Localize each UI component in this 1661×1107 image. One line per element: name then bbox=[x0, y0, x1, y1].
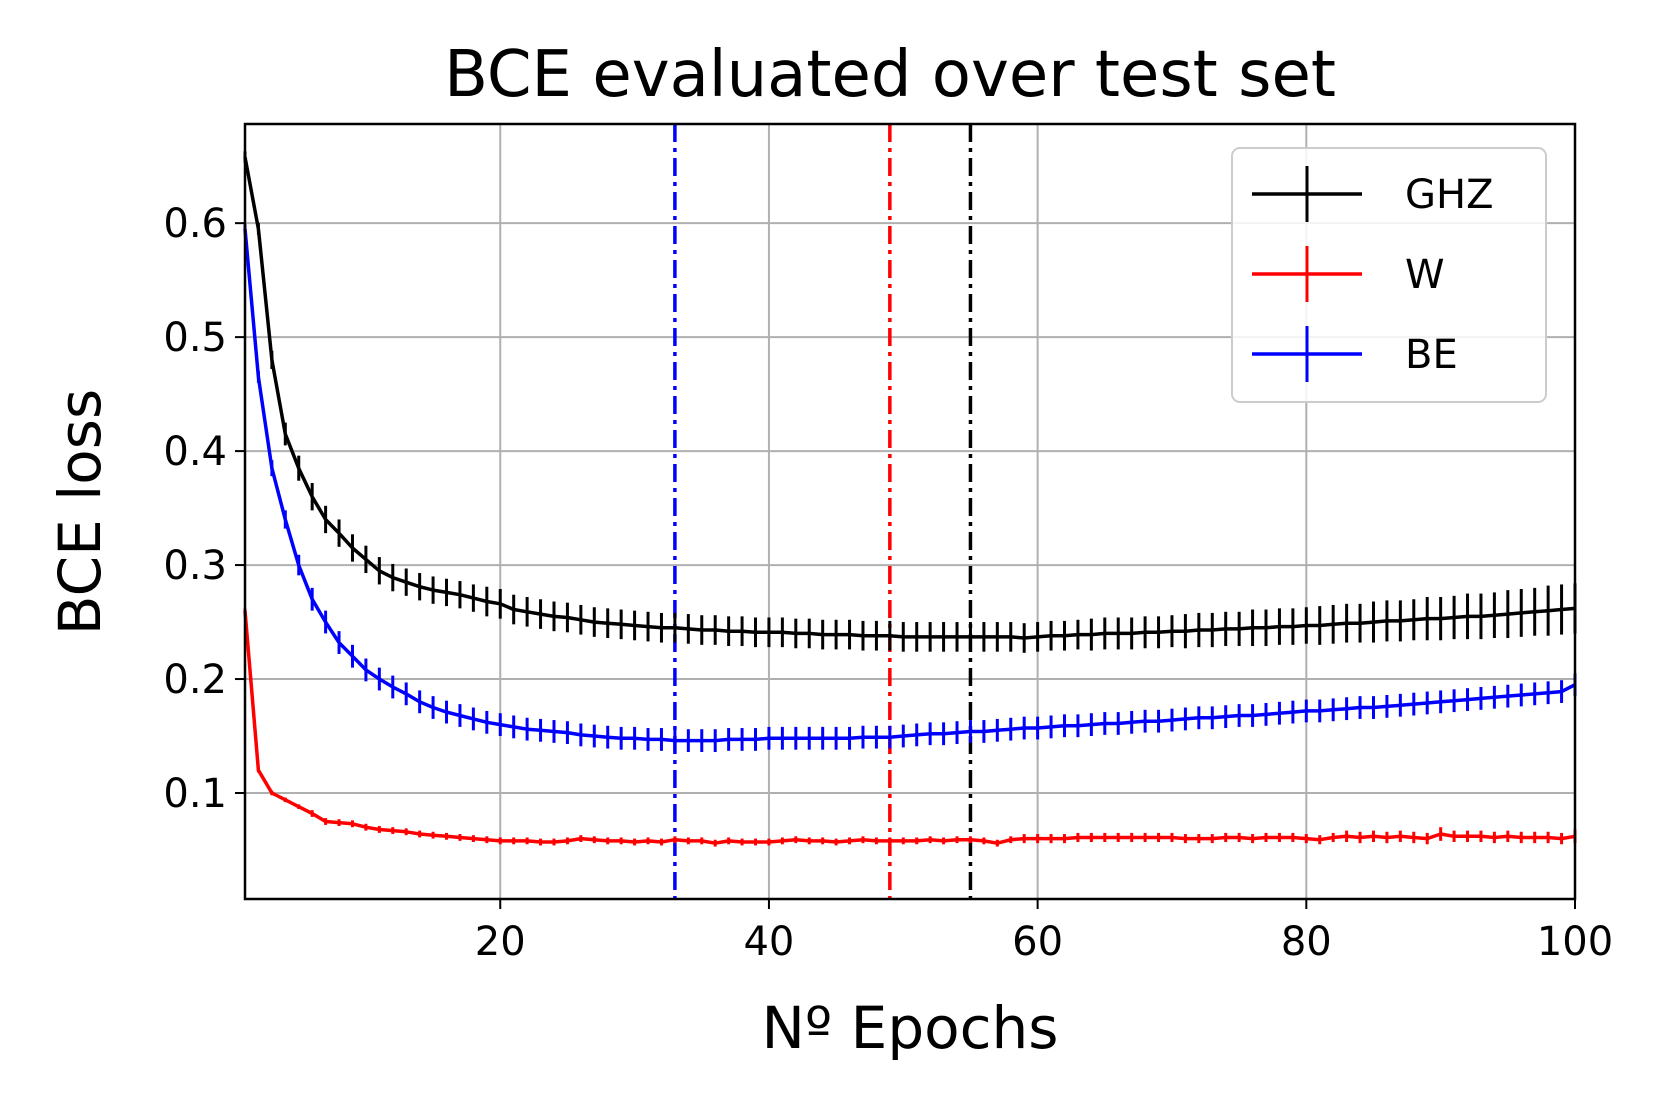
x-tick-label: 80 bbox=[1281, 919, 1332, 965]
series-layer bbox=[243, 151, 1577, 847]
x-tick-label: 20 bbox=[475, 919, 526, 965]
series-w bbox=[243, 608, 1577, 847]
x-axis-label: Nº Epochs bbox=[762, 994, 1059, 1062]
series-ghz bbox=[243, 151, 1577, 653]
y-tick-label: 0.1 bbox=[163, 771, 227, 817]
legend: GHZ W BE bbox=[1231, 147, 1547, 403]
legend-label: BE bbox=[1405, 332, 1458, 378]
y-tick-label: 0.3 bbox=[163, 543, 227, 589]
y-tick-label: 0.6 bbox=[163, 201, 227, 247]
axis-ticks: 20 40 60 80 100 0.1 0.2 0.3 0.4 0.5 0.6 bbox=[163, 201, 1613, 965]
vertical-markers bbox=[673, 124, 973, 899]
series-line bbox=[243, 610, 1576, 845]
legend-label: W bbox=[1405, 252, 1445, 298]
y-axis-label: BCE loss bbox=[46, 389, 114, 635]
x-tick-label: 100 bbox=[1537, 919, 1613, 965]
series-line bbox=[243, 228, 1576, 743]
y-tick-label: 0.5 bbox=[163, 315, 227, 361]
y-tick-label: 0.4 bbox=[163, 429, 227, 475]
series-be bbox=[243, 224, 1577, 752]
x-tick-label: 60 bbox=[1012, 919, 1063, 965]
x-tick-label: 40 bbox=[743, 919, 794, 965]
series-line bbox=[243, 156, 1576, 640]
chart-title: BCE evaluated over test set bbox=[444, 38, 1336, 112]
y-tick-label: 0.2 bbox=[163, 657, 227, 703]
legend-label: GHZ bbox=[1405, 172, 1493, 218]
plot-frame bbox=[243, 122, 1577, 901]
legend-box bbox=[1231, 147, 1547, 403]
